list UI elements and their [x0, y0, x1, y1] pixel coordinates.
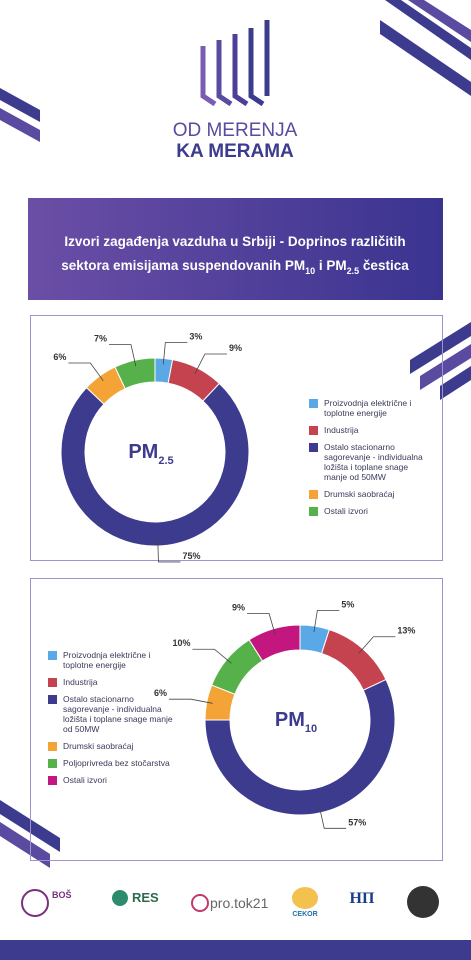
banner — [28, 198, 443, 300]
donut-slice — [204, 678, 396, 816]
donut-slice — [321, 629, 387, 691]
center-label-sub: 2.5 — [158, 455, 173, 467]
legend-swatch — [309, 490, 318, 499]
logo-text: KA MERAMA — [176, 141, 294, 162]
title-text: sektora emisijama suspendovanih PM — [61, 258, 305, 273]
legend-item: Drumski saobraćaj — [48, 741, 176, 751]
legend-swatch — [309, 443, 318, 452]
charts: 3%9%75%6%7%PM2.55%13%57%6%10%9%PM10 — [53, 331, 415, 829]
data-label: 7% — [94, 334, 107, 344]
leader-line — [192, 648, 232, 664]
legend-label: Ostali izvori — [324, 506, 368, 516]
legend-item: Poljoprivreda bez stočarstva — [48, 758, 176, 768]
legend-label: Ostali izvori — [63, 775, 107, 785]
footer-logo: RES — [132, 890, 159, 905]
logo-mark — [292, 887, 318, 909]
logo-icon — [200, 20, 270, 107]
legend-label: Ostalo stacionarno sagorevanje - individ… — [63, 694, 173, 734]
data-label: 75% — [182, 551, 200, 561]
data-label: 5% — [341, 599, 354, 609]
legend: Proizvodnja električne i toplotne energi… — [48, 650, 176, 792]
data-label: 6% — [53, 352, 66, 362]
chart-frame — [30, 315, 443, 561]
title-subscript: 2.5 — [347, 266, 360, 276]
footer-bar — [0, 940, 471, 960]
footer-logo: CEKOR — [292, 911, 317, 918]
legend-item: Industrija — [309, 425, 429, 435]
center-label-main: PM — [275, 709, 305, 731]
footer-logos: BOŠ RES pro.tok21 CEKOR НП — [21, 886, 439, 918]
leader-line — [162, 342, 188, 365]
footer-logo: pro.tok21 — [210, 895, 269, 911]
legend-item: Proizvodnja električne i toplotne energi… — [309, 398, 429, 418]
leader-line — [157, 539, 181, 563]
center-label: PM10 — [275, 709, 317, 735]
data-label: 13% — [397, 626, 415, 636]
legend-item: Ostali izvori — [48, 775, 176, 785]
legend-item: Ostalo stacionarno sagorevanje - individ… — [309, 442, 429, 482]
title-text: čestica — [359, 258, 409, 273]
donut-slice — [114, 357, 156, 390]
legend-label: Drumski saobraćaj — [324, 489, 395, 499]
leader-line — [68, 362, 104, 382]
logo-mark — [191, 894, 209, 912]
decor-stripes — [0, 0, 471, 868]
legend-label: Proizvodnja električne i toplotne energi… — [63, 650, 151, 670]
data-label: 9% — [229, 343, 242, 353]
legend-label: Ostalo stacionarno sagorevanje - individ… — [324, 442, 423, 482]
banner-title: Izvori zagađenja vazduha u Srbiji - Dopr… — [64, 234, 405, 249]
leader-line — [247, 613, 276, 635]
center-label: PM2.5 — [128, 441, 173, 467]
leader-line — [319, 806, 347, 829]
data-label: 3% — [189, 331, 202, 341]
legend-swatch — [48, 678, 57, 687]
legend-item: Industrija — [48, 677, 176, 687]
legend: Proizvodnja električne i toplotne energi… — [309, 398, 429, 523]
leader-line — [194, 353, 227, 374]
legend-swatch — [48, 742, 57, 751]
legend-item: Ostalo stacionarno sagorevanje - individ… — [48, 694, 176, 734]
banner-title: sektora emisijama suspendovanih PM10 i P… — [61, 258, 409, 276]
legend-swatch — [48, 759, 57, 768]
donut-slice — [248, 624, 301, 662]
center-label-main: PM — [128, 441, 158, 463]
legend-swatch — [309, 426, 318, 435]
legend-swatch — [309, 399, 318, 408]
data-label: 57% — [348, 817, 366, 827]
data-label: 9% — [232, 602, 245, 612]
legend-label: Industrija — [63, 677, 98, 687]
logo-mark — [112, 890, 128, 906]
legend-label: Drumski saobraćaj — [63, 741, 134, 751]
legend-item: Proizvodnja električne i toplotne energi… — [48, 650, 176, 670]
logo-text: OD MERENJA — [173, 120, 298, 141]
donut-slice — [60, 382, 250, 547]
legend-item: Ostali izvori — [309, 506, 429, 516]
legend-label: Proizvodnja električne i toplotne energi… — [324, 398, 412, 418]
title-text: i PM — [315, 258, 347, 273]
data-label: 6% — [154, 688, 167, 698]
center-label-sub: 10 — [305, 723, 317, 735]
legend-swatch — [48, 776, 57, 785]
footer-logo: НП — [350, 890, 375, 907]
legend-item: Drumski saobraćaj — [309, 489, 429, 499]
leader-line — [358, 636, 396, 654]
title-subscript: 10 — [305, 266, 315, 276]
legend-swatch — [309, 507, 318, 516]
footer-logo: BOŠ — [52, 889, 72, 900]
leader-line — [313, 609, 340, 633]
legend-label: Poljoprivreda bez stočarstva — [63, 758, 170, 768]
logo-mark — [21, 889, 49, 917]
legend-swatch — [48, 651, 57, 660]
leader-line — [168, 698, 213, 704]
logo-mark — [407, 886, 439, 918]
chart-frame — [30, 578, 443, 861]
data-label: 10% — [172, 638, 190, 648]
legend-swatch — [48, 695, 57, 704]
leader-line — [109, 344, 137, 367]
legend-label: Industrija — [324, 425, 359, 435]
